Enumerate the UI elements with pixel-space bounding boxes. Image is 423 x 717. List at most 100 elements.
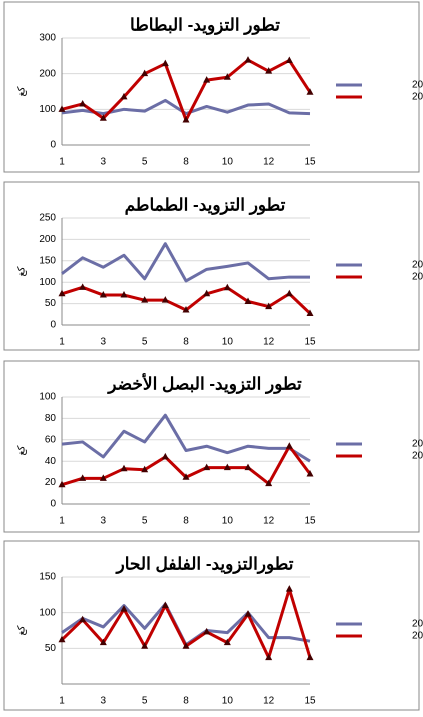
x-tick-label: 1 [59, 337, 65, 348]
chart-title: تطور التزويد- البطاطا [130, 15, 280, 35]
legend-label: الكمية 2017 [412, 272, 423, 283]
x-tick-label: 8 [183, 157, 189, 168]
y-axis-label: كغ [17, 266, 28, 276]
point-marker [182, 473, 190, 480]
x-tick-label: 1 [59, 696, 65, 707]
point-marker [203, 627, 211, 635]
point-marker [285, 289, 293, 297]
point-marker [99, 291, 107, 298]
point-marker [79, 615, 87, 623]
y-tick-label: 200 [39, 234, 56, 245]
point-marker [161, 601, 169, 609]
x-tick-label: 3 [101, 696, 107, 707]
x-tick-label: 12 [263, 157, 275, 168]
legend-label: الكمية 2016 [412, 439, 423, 450]
y-tick-label: 300 [39, 33, 56, 44]
point-marker [79, 99, 87, 107]
x-tick-label: 5 [142, 337, 148, 348]
y-tick-label: 200 [39, 68, 56, 79]
y-tick-label: 60 [45, 434, 57, 445]
point-marker [306, 88, 314, 95]
point-marker [223, 463, 231, 471]
x-tick-label: 10 [222, 696, 234, 707]
point-marker [120, 92, 128, 100]
legend-label: الكمية 2016 [412, 619, 423, 630]
y-tick-label: 40 [45, 456, 57, 467]
point-marker [120, 291, 128, 298]
x-tick-label: 1 [59, 157, 65, 168]
point-marker [223, 283, 231, 291]
chart-panel: تطور التزويد- الطماطم 0 50 100 150 200 250 كغ 1 3… [3, 181, 423, 351]
y-tick-label: 50 [45, 298, 57, 309]
point-marker [141, 642, 149, 649]
point-marker [58, 635, 66, 643]
x-tick-label: 10 [222, 157, 234, 168]
point-marker [265, 67, 273, 74]
x-tick-label: 12 [263, 337, 275, 348]
point-marker [244, 463, 252, 471]
chart-panel: تطور التزويد- البصل الأخضر 0 20 40 60 80 100 كغ… [3, 360, 423, 533]
series-line [61, 98, 311, 116]
y-axis-label: كغ [17, 86, 28, 96]
chart-panel: تطورالتزويد- الفلفل الحار 50 100 150 كغ 1 3 5 8 1… [3, 540, 423, 711]
x-tick-label: 3 [101, 157, 107, 168]
y-tick-label: 150 [39, 255, 56, 266]
point-marker [285, 442, 293, 449]
x-tick-label: 12 [263, 516, 275, 527]
chart-title: تطور التزويد- البصل الأخضر [106, 372, 302, 394]
chart-panel: تطور التزويد- البطاطا 0 100 200 300 كغ 1 3 5 8 10 1… [3, 1, 423, 173]
x-tick-label: 8 [183, 516, 189, 527]
x-tick-label: 10 [222, 516, 234, 527]
chart-title: تطورالتزويد- الفلفل الحار [115, 554, 294, 574]
point-marker [244, 297, 252, 304]
x-tick-label: 5 [142, 696, 148, 707]
point-marker [141, 465, 149, 473]
legend-label: الكمية 2016 [412, 80, 423, 91]
point-marker [99, 474, 107, 481]
series-line [61, 242, 310, 283]
point-marker [99, 114, 107, 121]
x-tick-label: 3 [101, 516, 107, 527]
x-tick-label: 3 [101, 337, 107, 348]
y-tick-label: 100 [39, 392, 56, 403]
point-marker [161, 59, 169, 67]
point-marker [223, 638, 231, 646]
legend-label: الكمية 2016 [412, 260, 423, 271]
legend-label: الكمية 2017 [412, 92, 423, 103]
point-marker [265, 302, 273, 310]
x-tick-label: 10 [222, 337, 234, 348]
y-tick-label: 100 [39, 277, 56, 288]
point-marker [58, 480, 66, 488]
chart-title: تطور التزويد- الطماطم [125, 195, 286, 215]
point-marker [306, 470, 314, 477]
x-tick-label: 8 [183, 337, 189, 348]
point-marker [99, 638, 107, 646]
x-tick-label: 5 [142, 516, 148, 527]
point-marker [265, 653, 273, 661]
point-marker [203, 463, 211, 471]
point-marker [58, 105, 66, 112]
point-marker [203, 76, 211, 83]
y-axis-label: كغ [17, 625, 28, 635]
point-marker [141, 69, 149, 77]
x-tick-label: 12 [263, 696, 275, 707]
point-marker [223, 73, 231, 80]
point-marker [141, 296, 149, 303]
x-tick-label: 1 [59, 516, 65, 527]
x-tick-label: 5 [142, 157, 148, 168]
point-marker [58, 289, 66, 297]
y-tick-label: 100 [39, 104, 56, 115]
y-tick-label: 250 [39, 213, 56, 224]
point-marker [79, 283, 87, 290]
point-marker [244, 610, 252, 617]
x-tick-label: 8 [183, 696, 189, 707]
y-tick-label: 150 [39, 572, 56, 583]
y-tick-label: 80 [45, 413, 57, 424]
point-marker [306, 653, 314, 661]
point-marker [120, 464, 128, 472]
x-tick-label: 15 [304, 696, 316, 707]
point-marker [182, 306, 190, 313]
point-marker [120, 605, 128, 612]
panel-border [3, 1, 420, 173]
